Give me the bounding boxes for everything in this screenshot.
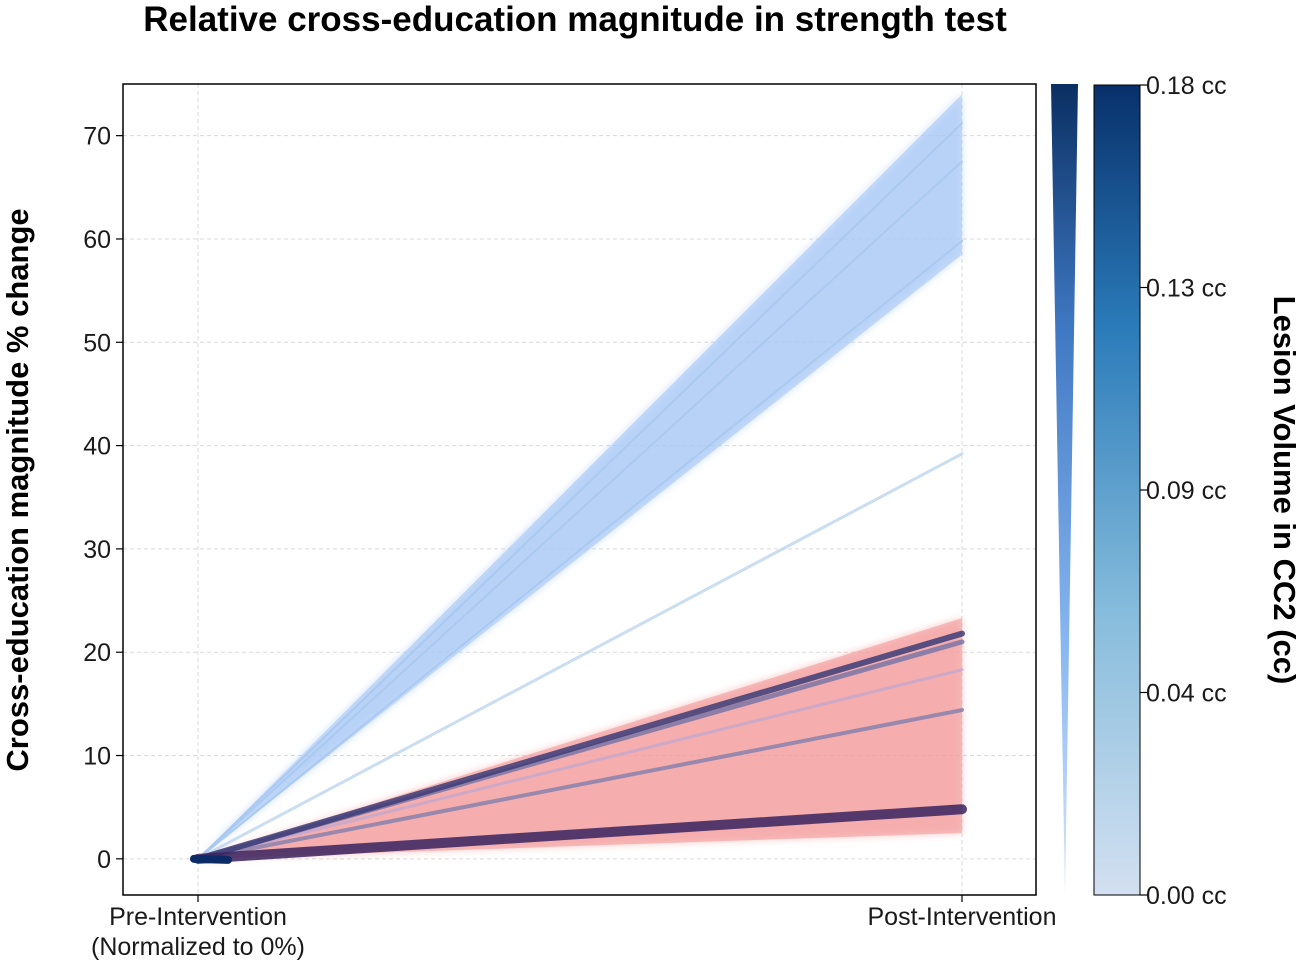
confidence-band <box>198 618 962 859</box>
series-line <box>196 708 964 861</box>
y-tick-label: 0 <box>97 846 111 874</box>
confidence-band <box>198 94 962 859</box>
x-axis-ticks: Pre-Intervention(Normalized to 0%) Post-I… <box>91 895 1057 961</box>
colorbar-tick-label: 0.00 cc <box>1146 882 1227 910</box>
y-tick-label: 50 <box>83 329 111 357</box>
series-line <box>196 668 964 861</box>
x-tick-label: Post-Intervention <box>868 903 1057 931</box>
y-tick-label: 30 <box>83 536 111 564</box>
series-line <box>195 630 965 862</box>
x-tick-label: Pre-Intervention <box>109 903 287 931</box>
colorbar-tick-label: 0.18 cc <box>1146 72 1227 100</box>
plot-frame <box>122 83 1037 896</box>
colorbar <box>1093 84 1141 896</box>
y-tick-label: 60 <box>83 226 111 254</box>
series-line <box>193 804 967 864</box>
chart-title: Relative cross-education magnitude in st… <box>143 0 1007 39</box>
colorbar-ticks: 0.18 cc 0.13 cc 0.09 cc 0.04 cc 0.00 cc <box>1140 72 1227 910</box>
series-line <box>197 160 963 860</box>
colorbar-tick-label: 0.13 cc <box>1146 275 1227 303</box>
y-axis-label: Cross-education magnitude % change <box>0 208 35 771</box>
series-origin-cluster <box>190 854 232 864</box>
y-tick-label: 70 <box>83 123 111 151</box>
colorbar-wedge <box>1051 84 1078 895</box>
series-line <box>197 122 963 860</box>
series-lines <box>190 122 967 864</box>
colorbar-tick-label: 0.09 cc <box>1146 477 1227 505</box>
confidence-bands <box>198 94 962 859</box>
y-axis-ticks: 0 10 20 30 40 50 60 70 <box>83 123 123 874</box>
y-tick-label: 40 <box>83 433 111 461</box>
colorbar-label: Lesion Volume in CC2 (cc) <box>1267 296 1301 685</box>
series-line <box>197 240 963 860</box>
series-line <box>196 452 964 861</box>
y-tick-label: 20 <box>83 639 111 667</box>
colorbar-tick-label: 0.04 cc <box>1146 680 1227 708</box>
x-tick-label: (Normalized to 0%) <box>91 933 305 961</box>
y-tick-label: 10 <box>83 743 111 771</box>
